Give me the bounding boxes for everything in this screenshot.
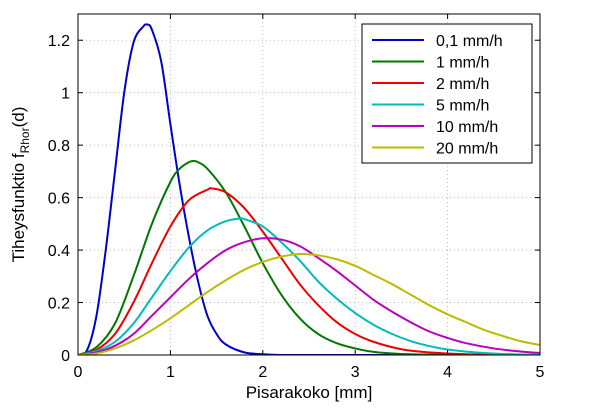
series-lines — [78, 23, 540, 355]
y-axis-label: Tiheysfunktio fRhor(d) — [9, 107, 32, 263]
y-tick-label: 0.8 — [48, 138, 70, 155]
y-tick-label: 1 — [61, 86, 70, 103]
series-line-3 — [78, 217, 540, 355]
y-tick-label: 0.6 — [48, 191, 70, 208]
x-tick-label: 4 — [443, 364, 452, 381]
y-tick-label: 0.4 — [48, 243, 70, 260]
x-tick-label: 3 — [351, 364, 360, 381]
legend: 0,1 mm/h 1 mm/h 2 mm/h 5 mm/h 10 mm/h 20 mm/h — [361, 23, 533, 164]
x-tick-label: 2 — [258, 364, 267, 381]
legend-label: 10 mm/h — [436, 119, 498, 136]
x-tick-label: 1 — [166, 364, 175, 381]
legend-label: 0,1 mm/h — [436, 33, 503, 50]
y-tick-label: 1.2 — [48, 33, 70, 50]
y-axis-label-suffix: (d) — [9, 107, 28, 128]
legend-label: 20 mm/h — [436, 141, 498, 158]
series-line-5 — [78, 252, 540, 355]
y-axis-label-sub: Rhor — [18, 127, 32, 153]
series-line-1 — [78, 159, 540, 355]
y-axis-label-main: Tiheysfunktio f — [9, 153, 28, 262]
legend-label: 5 mm/h — [436, 98, 489, 115]
legend-box — [361, 23, 533, 164]
series-line-2 — [78, 187, 540, 355]
y-tick-label: 0.2 — [48, 296, 70, 313]
series-line-4 — [78, 237, 540, 355]
plot-frame — [77, 13, 541, 356]
ticks: 0 1 2 3 4 5 0 0.2 0.4 0.6 0.8 1 1.2 — [48, 14, 545, 381]
x-tick-label: 0 — [74, 364, 83, 381]
x-axis-label: Pisarakoko [mm] — [246, 383, 373, 402]
x-tick-label: 5 — [536, 364, 545, 381]
legend-label: 2 mm/h — [436, 76, 489, 93]
y-tick-label: 0 — [61, 348, 70, 365]
legend-label: 1 mm/h — [436, 55, 489, 72]
